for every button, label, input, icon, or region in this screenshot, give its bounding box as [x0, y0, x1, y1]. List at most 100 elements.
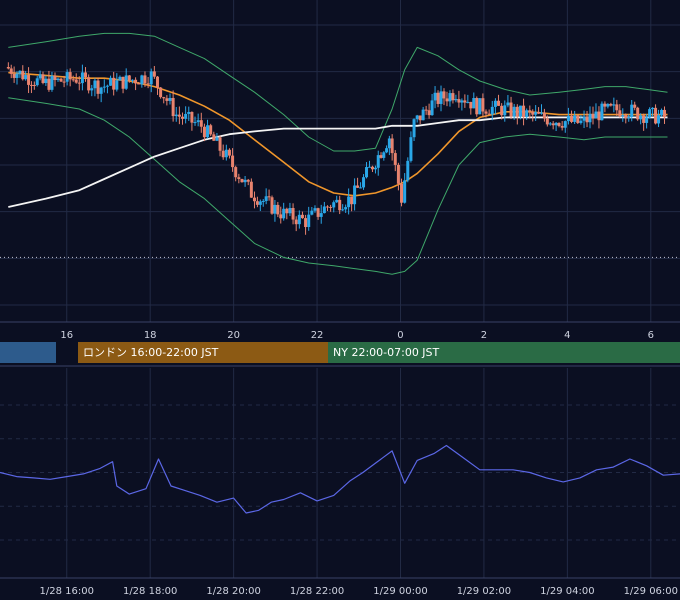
candle-body	[415, 115, 419, 120]
candle-body	[400, 183, 404, 203]
candle-body	[557, 122, 561, 126]
candle-body	[603, 103, 607, 107]
candle-body	[403, 180, 407, 203]
candle-body	[621, 115, 625, 117]
candle-body	[137, 83, 141, 85]
candle-body	[344, 207, 348, 210]
price-x-tick-label: 6	[648, 330, 654, 341]
candle-body	[600, 103, 604, 121]
candle-body	[234, 167, 238, 178]
candle-body	[62, 81, 66, 83]
candle-body	[539, 112, 543, 114]
candle-body	[445, 98, 449, 102]
candle-body	[588, 113, 592, 123]
candle-body	[350, 196, 354, 205]
candle-body	[270, 197, 274, 214]
candle-body	[307, 214, 311, 228]
candle-body	[215, 137, 219, 141]
candle-body	[597, 111, 601, 121]
candle-body	[181, 116, 185, 119]
candle-body	[615, 104, 619, 111]
candle-body	[663, 109, 667, 118]
candle-body	[418, 115, 422, 121]
candle-body	[90, 88, 94, 91]
candle-body	[304, 218, 308, 228]
candle-body	[609, 103, 613, 106]
candle-body	[322, 206, 326, 214]
candle-body	[624, 115, 628, 119]
candle-body	[171, 97, 175, 117]
price-panel	[0, 32, 680, 275]
candle-body	[285, 208, 289, 214]
candle-body	[252, 197, 256, 202]
osc-x-tick-label: 1/28 20:00	[206, 586, 260, 597]
candle-body	[457, 99, 461, 103]
candle-body	[573, 115, 577, 122]
candle-body	[512, 106, 516, 117]
candle-body	[218, 137, 222, 151]
candle-body	[379, 155, 383, 158]
candle-body	[93, 80, 97, 89]
candle-body	[627, 116, 631, 119]
session-bar-ny: NY 22:00-07:00 JST	[328, 342, 680, 363]
candle-body	[300, 214, 304, 219]
candle-body	[168, 97, 172, 101]
candle-body	[478, 98, 482, 115]
candle-body	[193, 122, 197, 124]
candle-body	[196, 120, 200, 123]
candle-body	[454, 99, 458, 101]
candle-body	[177, 114, 181, 117]
candle-body	[506, 102, 510, 106]
candle-body	[396, 164, 400, 184]
candle-body	[469, 101, 473, 109]
candle-body	[370, 166, 374, 170]
candle-body	[612, 104, 616, 106]
candle-body	[639, 115, 643, 120]
price-x-tick-label: 4	[564, 330, 570, 341]
candle-body	[56, 78, 60, 81]
candle-body	[534, 112, 538, 115]
candle-body	[490, 106, 494, 115]
candle-body	[130, 79, 134, 81]
candle-body	[385, 148, 389, 153]
candle-body	[657, 115, 661, 124]
candle-body	[316, 208, 320, 217]
candle-body	[38, 74, 42, 79]
bollinger-upper-line	[8, 32, 668, 152]
candle-body	[466, 101, 470, 103]
candle-body	[267, 196, 271, 198]
candle-body	[21, 70, 25, 80]
candle-body	[356, 185, 360, 188]
candle-body	[660, 109, 664, 116]
candle-body	[542, 112, 546, 119]
candle-body	[18, 70, 22, 74]
candle-body	[47, 78, 51, 90]
candle-body	[276, 204, 280, 215]
price-x-tick-label: 20	[227, 330, 240, 341]
time-axes: 16 18 20 22 0 2 4 6 1/28 16:00 1/28 18:00 1/28 20:…	[40, 330, 679, 597]
candle-body	[159, 87, 163, 98]
candle-body	[44, 78, 48, 84]
grid-lines	[0, 0, 680, 579]
candle-body	[105, 85, 109, 87]
candle-body	[582, 116, 586, 121]
candle-body	[500, 105, 504, 116]
candle-body	[249, 181, 253, 198]
candle-body	[313, 208, 317, 211]
candle-body	[642, 115, 646, 123]
candle-body	[255, 201, 259, 205]
candle-body	[387, 138, 391, 149]
candle-body	[27, 75, 31, 85]
candle-body	[560, 125, 564, 128]
candle-body	[149, 71, 153, 85]
candle-body	[585, 116, 589, 123]
candle-body	[347, 196, 351, 208]
candle-body	[9, 68, 13, 74]
candle-body	[118, 76, 122, 81]
candle-body	[503, 105, 507, 116]
candle-body	[99, 87, 103, 94]
price-x-tick-label: 2	[481, 330, 487, 341]
candle-body	[341, 209, 345, 211]
candle-body	[563, 121, 567, 128]
candle-body	[636, 107, 640, 120]
